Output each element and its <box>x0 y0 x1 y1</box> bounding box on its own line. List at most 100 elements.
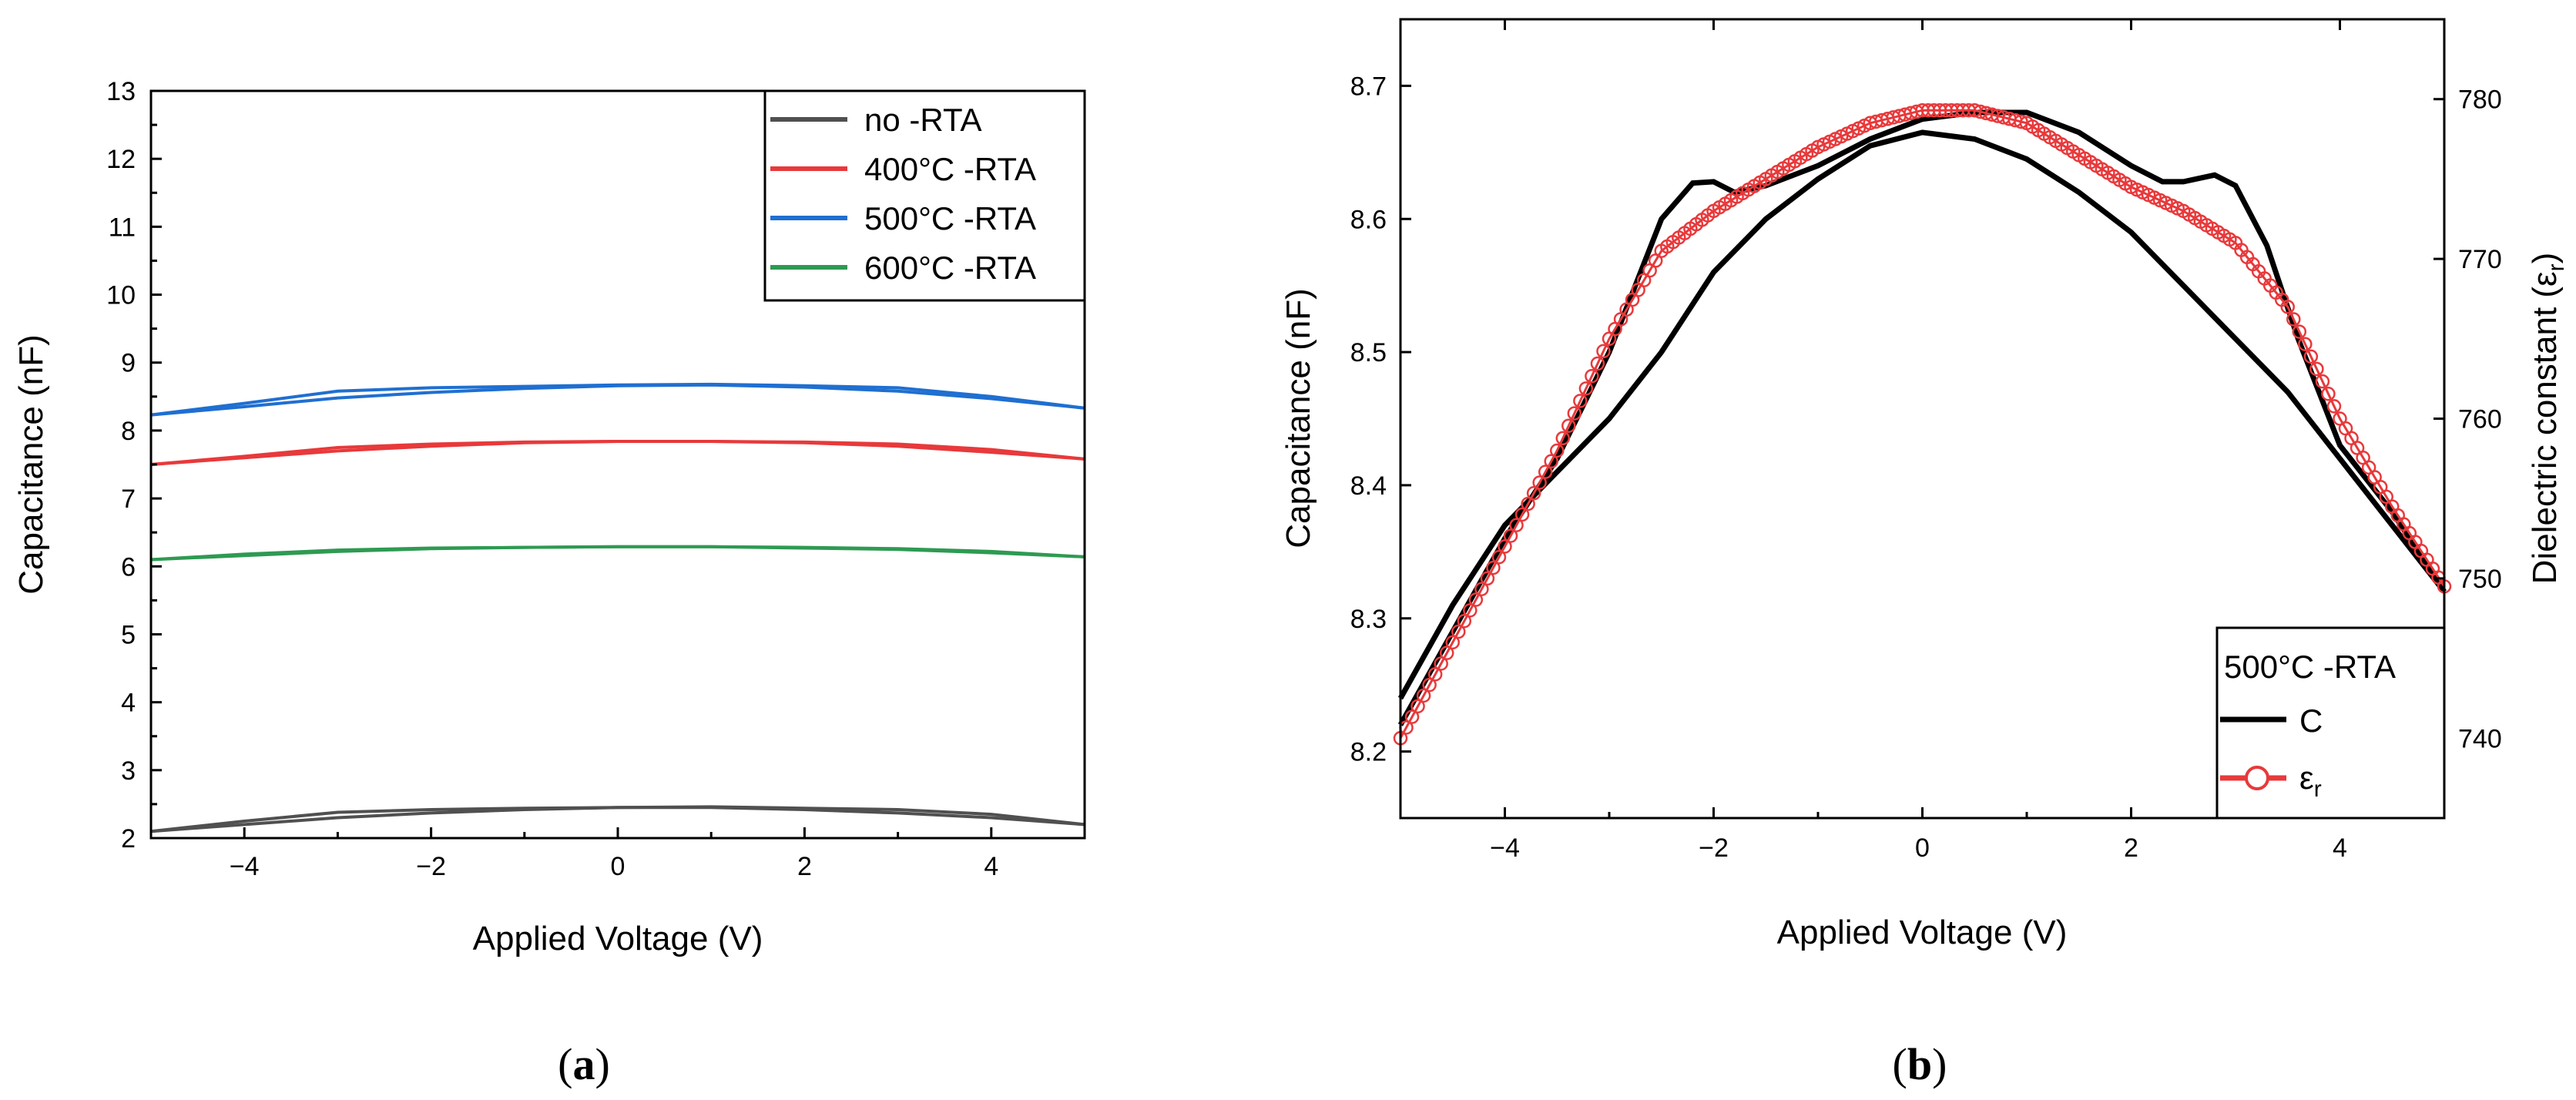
panel-a-y-tick-label: 6 <box>121 552 136 582</box>
panel-a-y-tick-label: 12 <box>106 145 136 174</box>
panel-a-y-tick-label: 11 <box>109 213 136 242</box>
panel-b-er-point <box>2292 324 2307 339</box>
panel-a-chart: −4 −2 0 2 4 2 3 4 5 6 7 8 9 10 11 12 13 Applied Voltage… <box>12 77 1086 957</box>
panel-a-series-line <box>150 545 1085 562</box>
panel-b-er-point <box>2303 349 2319 364</box>
panel-a-series-line <box>150 806 1085 833</box>
caption-a: (a) <box>558 1039 610 1089</box>
panel-a-y-tick-label: 10 <box>106 281 136 310</box>
panel-b-er-point <box>1596 344 1611 359</box>
panel-b-y-tick-label: 8.3 <box>1350 605 1387 634</box>
panel-b-er-point <box>1422 677 1437 693</box>
panel-b-er-point <box>2286 312 2301 327</box>
panel-b-er-point <box>1573 394 1588 408</box>
panel-a-series-line <box>150 382 1085 417</box>
panel-a-series-line <box>150 383 1085 417</box>
panel-a-y-tick-label: 4 <box>121 689 136 718</box>
panel-a-y-axis-label: Capacitance (nF) <box>12 334 50 594</box>
panel-b-y2-label-sub: r <box>2544 263 2569 271</box>
panel-b-er-point <box>2309 361 2324 377</box>
panel-a-x-ticks: −4 −2 0 2 4 <box>149 827 1086 881</box>
panel-a-legend-label: 600°C -RTA <box>864 250 1036 286</box>
panel-b-er-point <box>1555 431 1571 446</box>
panel-b-er-point <box>1544 454 1558 469</box>
panel-b-y-tick-label: 8.7 <box>1350 72 1387 101</box>
panel-b-x-tick-label: −4 <box>1490 833 1520 863</box>
panel-a-y-tick-label: 7 <box>121 485 136 514</box>
panel-b-er-point <box>2315 374 2330 389</box>
panel-b-y2-tick-label: 770 <box>2458 245 2502 274</box>
panel-b-y-axis-label: Capacitance (nF) <box>1280 288 1317 548</box>
panel-a-x-tick-label: 0 <box>611 852 626 881</box>
panel-b-er-point <box>1532 475 1547 490</box>
panel-b-x-axis-label: Applied Voltage (V) <box>1777 914 2068 951</box>
panel-a-y-ticks: 2 3 4 5 6 7 8 9 10 11 12 13 <box>106 77 162 854</box>
panel-b-er-point <box>1410 699 1425 714</box>
panel-a-legend-label: no -RTA <box>864 102 982 138</box>
panel-b-er-point <box>2321 386 2336 401</box>
panel-b-legend-marker-er <box>2245 766 2269 790</box>
panel-a-legend: no -RTA 400°C -RTA 500°C -RTA 600°C -RTA <box>763 89 1086 302</box>
panel-b-y2-tick-label: 760 <box>2458 405 2502 434</box>
panel-b-y-ticks: 8.2 8.3 8.4 8.5 8.6 8.7 <box>1350 72 1411 767</box>
panel-a-x-tick-label: −2 <box>416 852 446 881</box>
panel-b-er-point <box>1486 560 1501 575</box>
panel-b-er-point <box>1491 549 1507 565</box>
panel-a-x-tick-label: −4 <box>230 852 260 881</box>
panel-b-x-tick-label: 4 <box>2333 833 2347 863</box>
panel-b-y2-tick-label: 740 <box>2458 724 2502 753</box>
panel-a-y-tick-label: 3 <box>121 756 136 786</box>
panel-b-y2-tick-label: 750 <box>2458 565 2502 594</box>
panel-b-y-tick-label: 8.2 <box>1350 738 1387 767</box>
panel-b-y-tick-label: 8.6 <box>1350 205 1387 234</box>
panel-a-series-group <box>150 382 1085 833</box>
panel-b-er-point <box>1590 356 1605 371</box>
panel-b-legend-er-main: ε <box>2299 760 2314 796</box>
panel-b-x-tick-label: −2 <box>1699 833 1729 863</box>
panel-b-er-point <box>1578 381 1594 396</box>
panel-b-er-point <box>1526 486 1541 501</box>
panel-b-er-point <box>2298 337 2313 351</box>
panel-b-er-point <box>1498 539 1512 554</box>
panel-b-y-tick-label: 8.5 <box>1350 338 1387 367</box>
panel-b-er-point <box>1416 688 1431 703</box>
panel-a-y-tick-label: 2 <box>121 824 136 854</box>
panel-a-legend-label: 500°C -RTA <box>864 200 1036 236</box>
panel-a-y-tick-label: 8 <box>121 417 136 446</box>
panel-b-er-point <box>1538 464 1553 479</box>
panel-b-legend-label-er: εr <box>2299 760 2322 802</box>
panel-b-legend: 500°C -RTA C εr <box>2215 626 2446 820</box>
panel-b-er-point <box>2014 114 2028 129</box>
panel-b-c-reverse-line <box>1397 129 2447 700</box>
panel-a-legend-label: 400°C -RTA <box>864 151 1036 187</box>
panel-b-y2-axis-label: Dielectric constant (εr) <box>2526 253 2569 585</box>
panel-b-er-point <box>1480 571 1495 586</box>
panel-b-er-point <box>1439 646 1454 660</box>
panel-b-er-point <box>1451 624 1466 639</box>
panel-a-y-tick-label: 13 <box>106 77 136 106</box>
caption-a-letter: a <box>573 1039 595 1089</box>
panel-b-er-point <box>1457 613 1472 629</box>
panel-b-y2-label-close: ) <box>2526 253 2564 264</box>
panel-b-chart: −4 −2 0 2 4 8.28.38.48.58.68.7 7407507607707… <box>1280 18 2569 951</box>
panel-b-er-point <box>1427 667 1443 682</box>
panel-a-x-axis-label: Applied Voltage (V) <box>473 920 763 957</box>
panel-b-er-point <box>1567 406 1582 421</box>
panel-b-y2-ticks: 740 750 760 770 780 <box>2433 86 2502 753</box>
caption-b: (b) <box>1893 1039 1947 1089</box>
panel-a-x-tick-label: 2 <box>797 852 812 881</box>
panel-a-series-line <box>150 440 1085 466</box>
panel-b-er-point <box>1521 496 1535 511</box>
panel-b-er-point <box>1561 418 1576 433</box>
panel-b-er-point <box>1404 709 1420 724</box>
panel-b-er-point <box>1434 656 1448 671</box>
panel-a-x-tick-label: 4 <box>984 852 998 881</box>
panel-b-er-point <box>1474 582 1489 596</box>
panel-b-er-point <box>2326 399 2342 414</box>
panel-b-x-tick-label: 0 <box>1915 833 1930 863</box>
panel-b-er-point <box>1445 635 1460 650</box>
panel-b-er-point <box>1503 528 1518 543</box>
panel-b-legend-er-sub: r <box>2314 776 2322 802</box>
panel-b-y-tick-label: 8.4 <box>1350 471 1387 501</box>
